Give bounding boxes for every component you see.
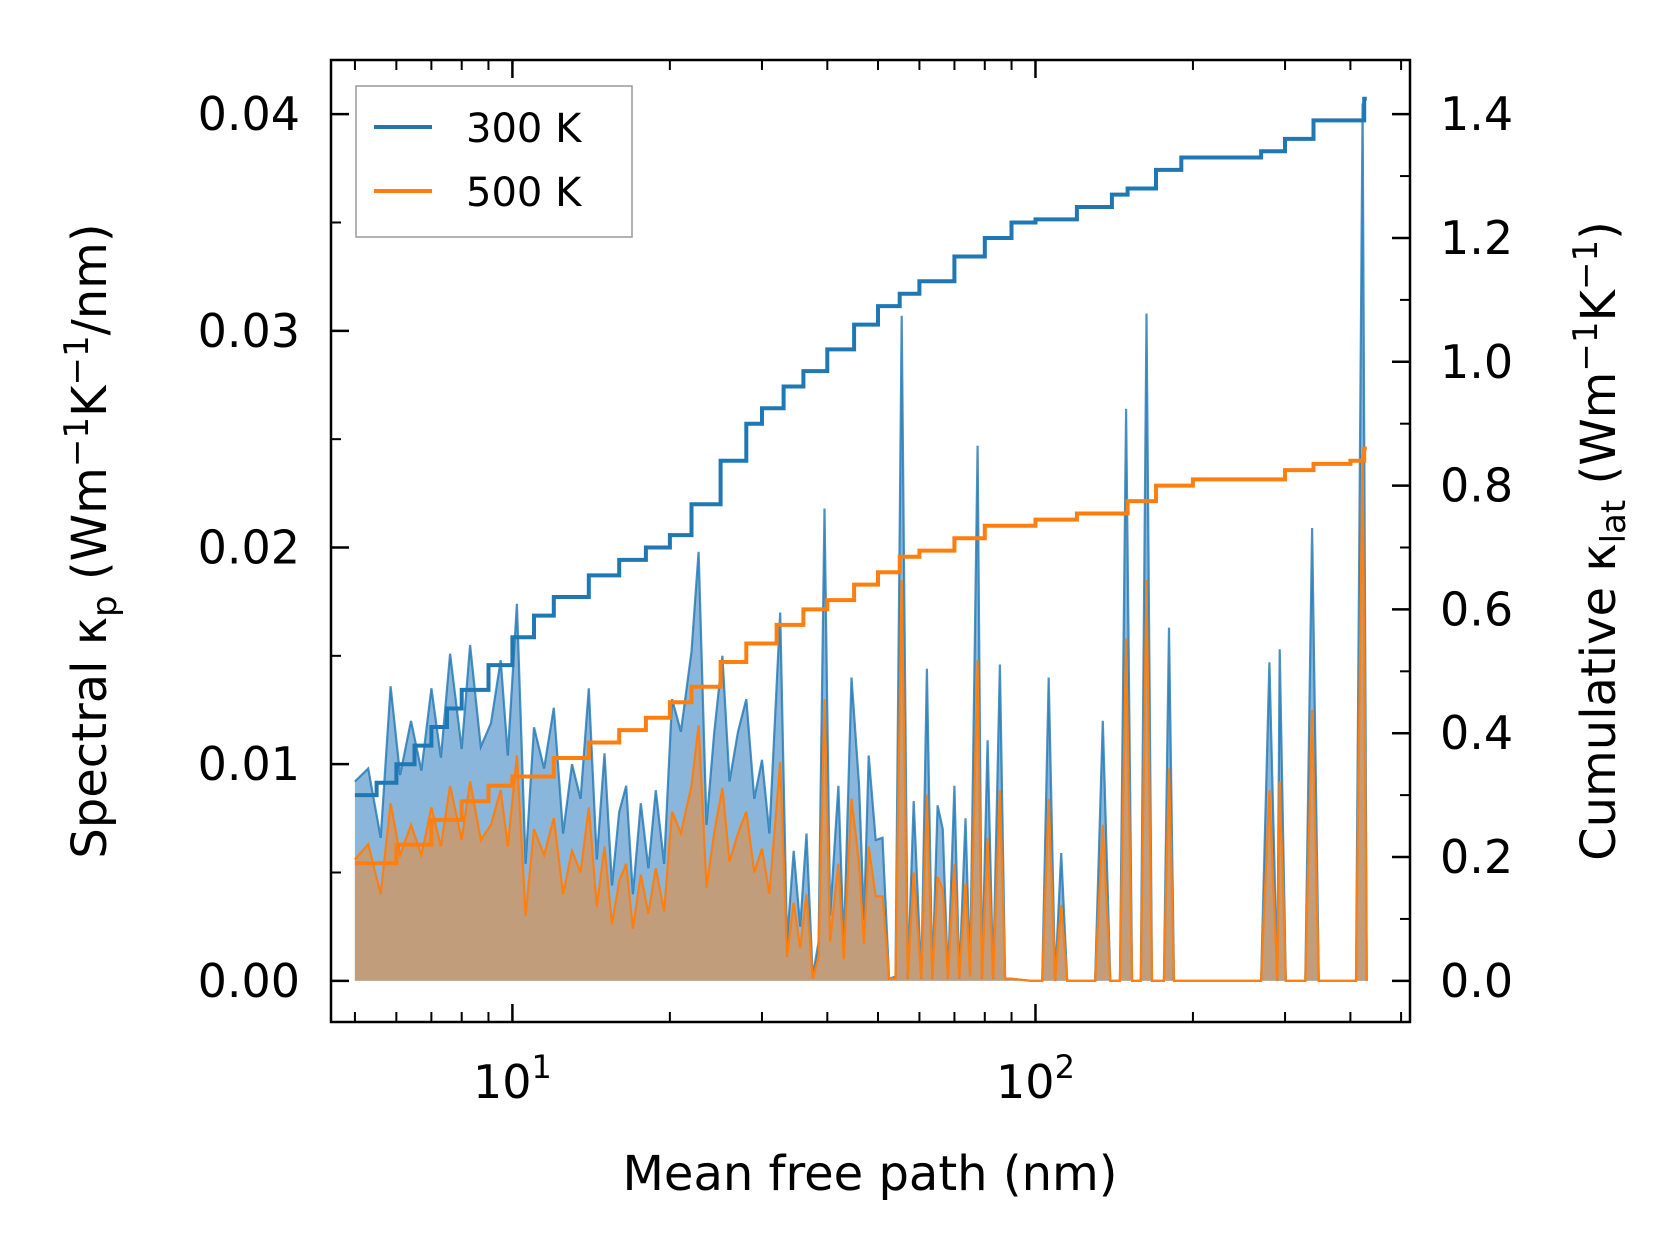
left-y-tick-label: 0.01 <box>198 737 300 791</box>
right-y-tick-labels: 0.0 0.2 0.4 0.6 0.8 1.0 1.2 1.4 <box>1440 87 1513 1008</box>
x-axis-label: Mean free path (nm) <box>623 1146 1118 1202</box>
plot-frame <box>329 58 1412 1024</box>
legend-label-300k: 300 K <box>466 106 583 152</box>
right-y-tick-label: 0.8 <box>1440 459 1513 513</box>
x-tick-labels: 101 102 <box>473 1048 1075 1109</box>
left-y-axis-label: Spectral κp (Wm−1K−1/nm) <box>57 223 125 858</box>
right-y-tick-label: 0.6 <box>1440 582 1513 636</box>
legend: 300 K 500 K <box>355 85 633 238</box>
legend-box <box>355 85 633 238</box>
right-y-tick-label: 0.4 <box>1440 706 1513 760</box>
right-y-tick-label: 0.0 <box>1440 954 1513 1008</box>
right-y-axis-label: Cumulative κlat (Wm−1K−1) <box>1566 221 1634 861</box>
cumulative-line-500k <box>354 446 1367 866</box>
spectral-fill-500k <box>354 454 1367 981</box>
x-tick-label: 101 <box>473 1048 552 1109</box>
legend-label-500k: 500 K <box>466 170 583 216</box>
left-y-tick-label: 0.04 <box>198 87 300 141</box>
axis-ticks <box>331 60 1410 1022</box>
x-tick-label: 102 <box>996 1048 1075 1109</box>
left-y-tick-labels: 0.00 0.01 0.02 0.03 0.04 <box>198 87 300 1008</box>
left-y-tick-label: 0.00 <box>198 954 300 1008</box>
left-y-tick-label: 0.02 <box>198 521 300 575</box>
cumulative-line-300k <box>354 96 1367 798</box>
right-y-tick-label: 1.4 <box>1440 87 1513 141</box>
spectral-line-500k <box>354 454 1368 982</box>
left-y-tick-label: 0.03 <box>198 304 300 358</box>
right-y-tick-label: 1.2 <box>1440 211 1513 265</box>
right-y-tick-label: 1.0 <box>1440 335 1513 389</box>
right-y-tick-label: 0.2 <box>1440 830 1513 884</box>
series-lines <box>354 96 1368 982</box>
